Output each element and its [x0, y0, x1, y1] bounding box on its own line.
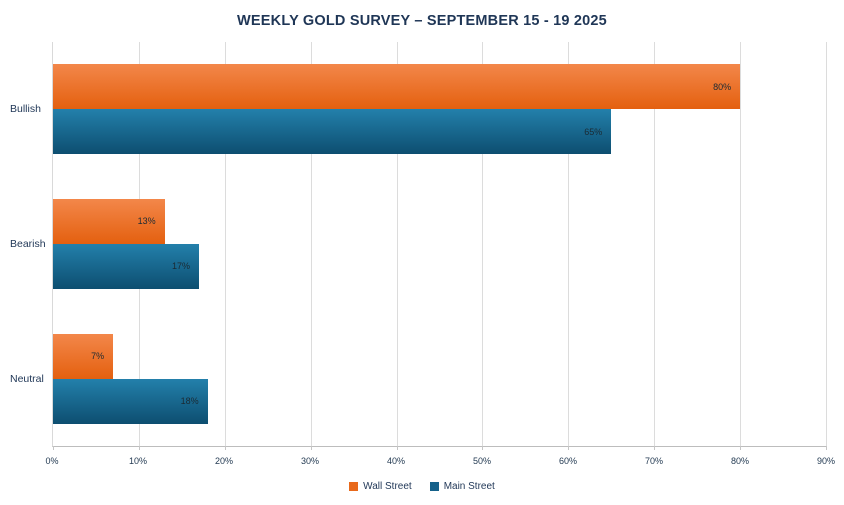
x-axis-labels: 0% 10% 20% 30% 40% 50% 60% 70% 80% 90%	[45, 456, 835, 470]
legend-item-wall-street: Wall Street	[349, 481, 412, 492]
bar-data-label: 13%	[137, 216, 156, 227]
gridline	[224, 42, 226, 446]
bar-main-street: 65%	[53, 109, 612, 155]
legend-item-main-street: Main Street	[429, 481, 495, 492]
legend: Wall Street Main Street	[0, 481, 844, 492]
axis-tick-mark	[138, 446, 140, 450]
legend-label: Main Street	[443, 481, 495, 492]
bar-main-street: 18%	[53, 378, 208, 424]
axis-tick-mark	[826, 446, 827, 450]
category-label-neutral: Neutral	[10, 373, 44, 386]
axis-tick-mark	[224, 446, 226, 450]
gridline	[310, 42, 312, 446]
category-labels: Bullish Bearish Neutral	[0, 42, 52, 447]
x-axis-tick-label: 30%	[300, 456, 319, 466]
gridline	[568, 42, 570, 446]
gridline	[654, 42, 656, 446]
axis-tick-mark	[740, 446, 742, 450]
bar-group-bullish: 80% 65%	[53, 42, 826, 177]
bar-main-street: 17%	[53, 243, 199, 289]
bar-group-bearish: 13% 17%	[53, 177, 826, 312]
category-label-bearish: Bearish	[10, 238, 46, 251]
legend-swatch	[349, 482, 359, 491]
axis-tick-mark	[310, 446, 312, 450]
x-axis-tick-label: 50%	[472, 456, 492, 466]
axis-tick-mark	[568, 446, 570, 450]
gridline	[396, 42, 398, 446]
bar-wall-street: 13%	[53, 198, 165, 244]
bar-data-label: 7%	[91, 351, 105, 362]
legend-swatch	[429, 482, 439, 491]
bar-wall-street: 80%	[53, 64, 741, 110]
bar-group-neutral: 7% 18%	[53, 311, 826, 446]
x-axis-tick-label: 90%	[816, 456, 836, 466]
bar-data-label: 17%	[171, 261, 190, 272]
x-axis-tick-label: 60%	[558, 456, 577, 466]
bar-wall-street: 7%	[53, 333, 114, 379]
x-axis-tick-label: 40%	[386, 456, 406, 466]
category-label-bullish: Bullish	[10, 103, 41, 116]
gridline	[826, 42, 827, 446]
axis-tick-mark	[654, 446, 656, 450]
x-axis-tick-label: 20%	[214, 456, 234, 466]
chart-title: WEEKLY GOLD SURVEY – SEPTEMBER 15 - 19 2…	[237, 13, 607, 29]
x-axis-tick-label: 0%	[45, 456, 59, 466]
legend-label: Wall Street	[363, 481, 412, 492]
x-axis-tick-label: 10%	[128, 456, 148, 466]
gridline	[482, 42, 484, 446]
plot-area: 80% 65% 13% 17% 7% 18%	[52, 42, 827, 450]
gridline	[740, 42, 742, 446]
x-axis-tick-label: 80%	[730, 456, 750, 466]
axis-tick-mark	[53, 446, 54, 450]
x-axis-tick-label: 70%	[644, 456, 664, 466]
bar-data-label: 80%	[713, 81, 732, 92]
axis-tick-mark	[396, 446, 398, 450]
bar-data-label: 65%	[584, 126, 603, 137]
bar-data-label: 18%	[180, 396, 199, 407]
axis-tick-mark	[482, 446, 484, 450]
